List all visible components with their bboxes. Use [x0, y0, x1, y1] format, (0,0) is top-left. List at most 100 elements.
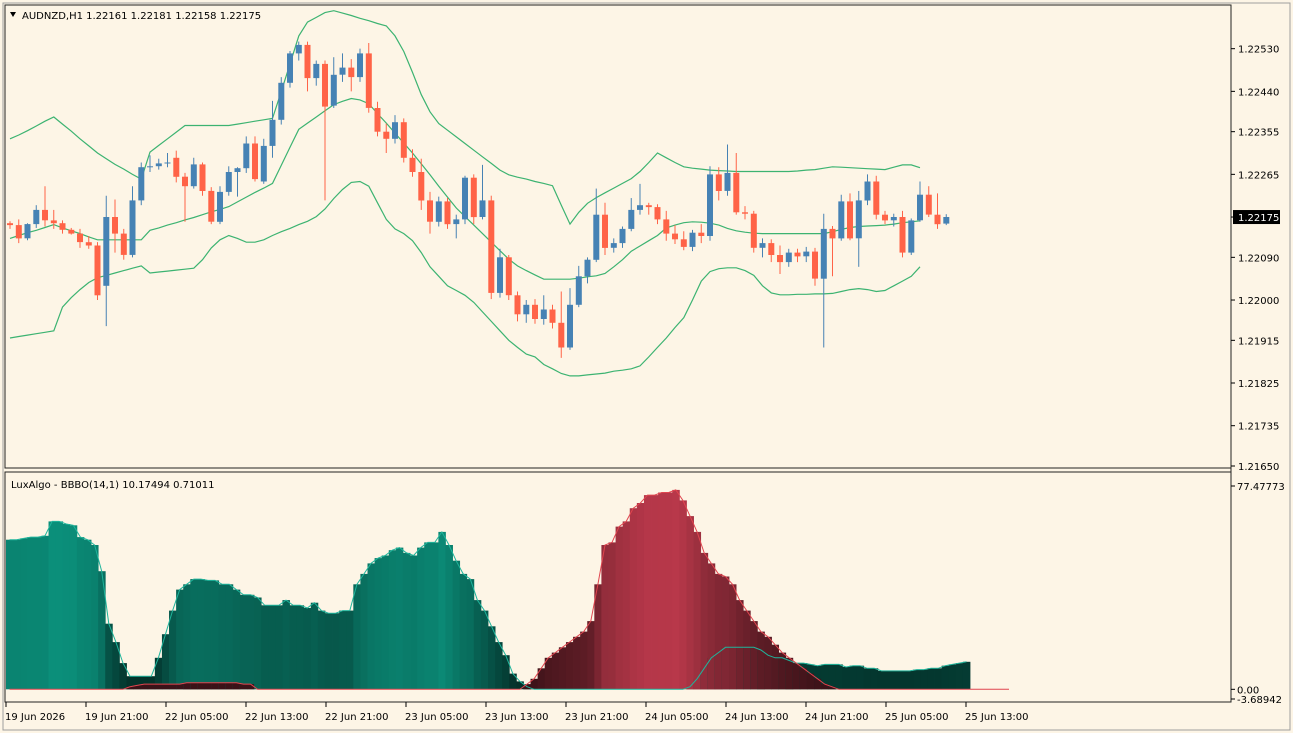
osc-bull-bar: [254, 597, 262, 690]
osc-bull-bar: [955, 663, 964, 690]
osc-bull-bar: [913, 669, 921, 690]
osc-bull-bar: [906, 670, 914, 690]
osc-bear-bar: [530, 678, 539, 690]
candle-body: [339, 67, 346, 75]
time-tick-label: 24 Jun 13:00: [725, 712, 789, 723]
candle-body: [855, 200, 862, 239]
osc-bull-bar: [190, 579, 198, 690]
candle-body: [313, 63, 320, 79]
osc-bear-bar: [814, 678, 822, 690]
candle-body: [864, 181, 871, 201]
candle: [129, 186, 136, 258]
candle-body: [418, 172, 425, 201]
time-tick-label: 24 Jun 21:00: [805, 712, 869, 723]
candle: [873, 175, 880, 220]
candle-body: [768, 243, 775, 255]
osc-bull-bar: [48, 521, 57, 690]
candle-body: [899, 217, 906, 253]
candle-body: [225, 172, 232, 192]
osc-bull-bar: [183, 584, 191, 690]
osc-bull-bar: [856, 665, 865, 690]
osc-bull-bar: [133, 676, 142, 690]
candle: [50, 209, 57, 229]
price-tick-label: 1.21735: [1238, 422, 1279, 433]
osc-bear-bar: [658, 492, 666, 690]
candle: [269, 100, 276, 158]
osc-bull-bar: [147, 676, 156, 690]
osc-bull-bar: [892, 670, 900, 690]
osc-bull-bar: [211, 580, 220, 690]
candle-body: [365, 53, 372, 108]
candle-body: [777, 255, 783, 263]
osc-bear-bar: [679, 500, 687, 690]
candle-body: [672, 233, 678, 240]
candle: [715, 167, 722, 201]
candle: [733, 153, 740, 215]
candle-body: [637, 205, 643, 210]
indicator-title: LuxAlgo - BBBO(14,1) 10.17494 0.71011: [11, 480, 214, 491]
candle: [400, 118, 407, 163]
band-lower-line: [9, 180, 921, 377]
candle: [864, 174, 871, 206]
candle-body: [488, 200, 495, 293]
osc-bull-bar: [239, 594, 248, 690]
candle-body: [453, 219, 460, 225]
osc-bull-bar: [431, 542, 439, 690]
osc-bull-bar: [296, 605, 305, 690]
osc-bull-bar: [417, 547, 425, 690]
osc-bear-bar: [700, 552, 709, 690]
candle: [899, 210, 906, 258]
candle: [680, 231, 687, 251]
candle: [15, 219, 22, 244]
osc-bull-bar: [303, 608, 312, 690]
osc-bull-bar: [445, 545, 453, 690]
time-axis: 19 Jun 2026 19 Jun 21:00 22 Jun 05:00 22 Ju…: [5, 702, 1029, 723]
candle: [42, 186, 48, 227]
candle: [252, 136, 258, 182]
candle: [182, 172, 188, 222]
candle-body: [138, 167, 145, 201]
dropdown-triangle-icon[interactable]: [10, 12, 16, 17]
candle: [803, 246, 810, 263]
candle: [155, 158, 162, 170]
candle: [287, 51, 293, 88]
candle: [278, 77, 285, 125]
time-tick-label: 19 Jun 2026: [5, 712, 65, 723]
time-tick-label: 22 Jun 21:00: [325, 712, 389, 723]
current-price-tag: [1233, 210, 1280, 225]
price-pane: [4, 4, 1232, 469]
candle: [199, 162, 206, 196]
candle: [943, 214, 950, 226]
candle-body: [829, 228, 836, 239]
candle-body: [208, 190, 215, 222]
candle: [68, 227, 75, 235]
candle: [794, 248, 801, 263]
candle-body: [505, 257, 512, 296]
osc-bull-bar: [62, 524, 71, 690]
osc-bull-bar: [480, 610, 489, 690]
candle: [418, 158, 425, 210]
osc-bull-bar: [69, 525, 78, 690]
candle-body: [759, 243, 766, 248]
osc-bull-bar: [20, 538, 28, 690]
osc-bull-bar: [842, 667, 850, 690]
osc-bull-bar: [289, 605, 298, 690]
candle-body: [182, 176, 188, 187]
candle-body: [794, 252, 801, 257]
candle-body: [628, 209, 635, 229]
time-tick-label: 23 Jun 13:00: [485, 712, 549, 723]
osc-bear-bar: [750, 621, 758, 690]
candle: [322, 60, 328, 201]
osc-bear-bar: [785, 657, 794, 690]
osc-bear-bar: [544, 657, 553, 690]
osc-bear-bar: [764, 636, 772, 690]
osc-bull-bar: [126, 676, 134, 690]
osc-bull-bar: [473, 600, 482, 690]
osc-bear-bar: [140, 684, 149, 690]
candle: [234, 167, 241, 197]
osc-bull-bar: [247, 594, 255, 690]
candle-body: [68, 229, 75, 234]
osc-bear-bar: [714, 573, 723, 690]
candle: [479, 164, 486, 220]
candle-body: [112, 217, 118, 234]
